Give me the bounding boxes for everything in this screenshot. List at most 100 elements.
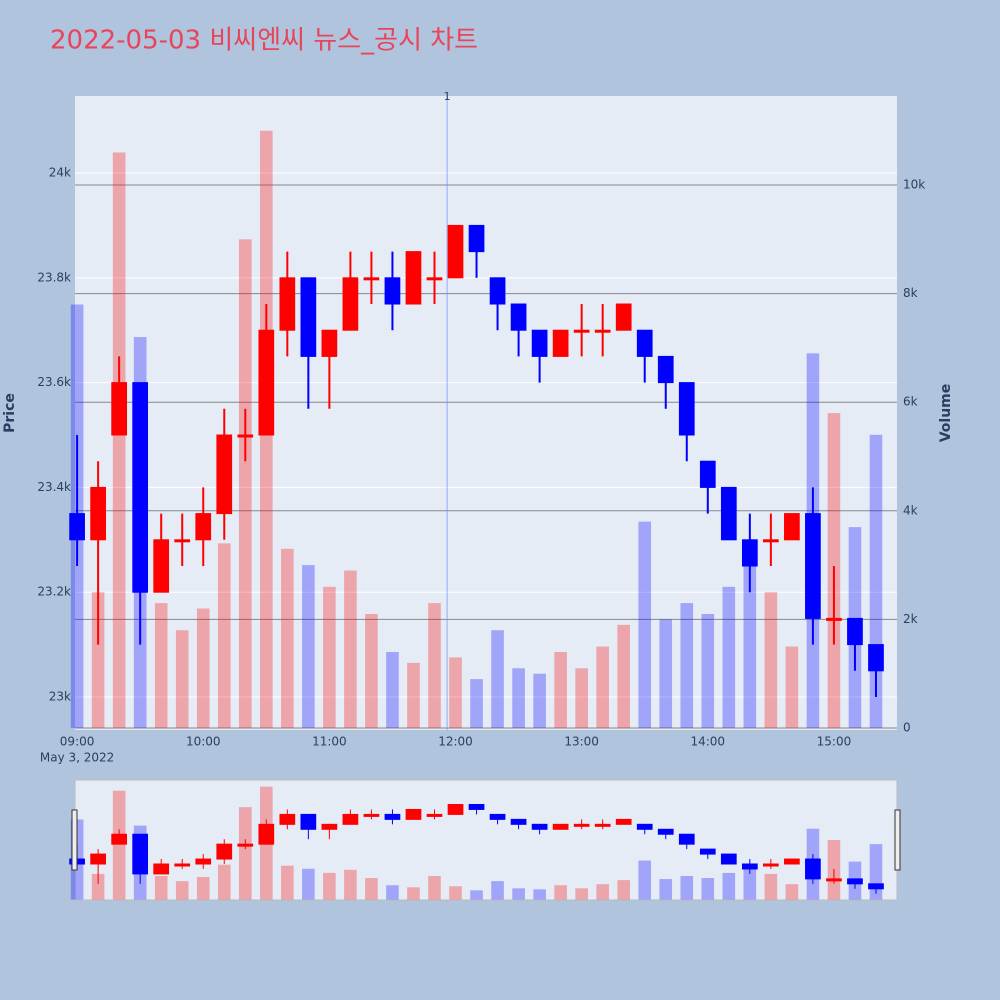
- volume-bar: [533, 889, 546, 900]
- candle-body: [258, 329, 275, 436]
- candle-body: [195, 858, 212, 865]
- candle-body: [363, 277, 380, 281]
- candle-body: [594, 329, 611, 333]
- volume-bar: [91, 873, 105, 900]
- candle-body: [699, 460, 716, 488]
- candle-body: [300, 277, 317, 357]
- volume-bar: [281, 865, 294, 900]
- y-tick-label: 23k: [49, 689, 71, 703]
- candle-body: [531, 329, 548, 357]
- x-tick-label: 09:00: [60, 735, 95, 749]
- candle-body: [153, 863, 170, 875]
- y-tick-label: 23.4k: [37, 480, 71, 494]
- volume-bar: [238, 807, 252, 900]
- candle-body: [69, 513, 85, 541]
- volume-bar: [281, 548, 294, 728]
- volume-bar: [554, 651, 567, 728]
- range-slider[interactable]: [74, 779, 898, 901]
- y-tick-label: 23.2k: [37, 585, 71, 599]
- volume-bar: [554, 885, 567, 900]
- volume-bar: [575, 888, 588, 900]
- volume-bar: [722, 872, 736, 900]
- candle-body: [531, 823, 548, 830]
- candle-body: [826, 617, 842, 621]
- volume-bar: [112, 152, 126, 728]
- candle-body: [174, 539, 191, 543]
- candle-body: [741, 539, 758, 567]
- volume-bar: [154, 875, 168, 900]
- range-handle[interactable]: [894, 809, 901, 871]
- candle-body: [426, 277, 443, 281]
- candle-body: [868, 644, 884, 672]
- volume-bar: [386, 651, 399, 728]
- candle-body: [657, 828, 674, 835]
- candle-body: [447, 803, 464, 815]
- volume-bar: [449, 886, 462, 900]
- candle-body: [573, 823, 590, 827]
- y-tick-label: 24k: [49, 166, 71, 180]
- candle-body: [741, 863, 758, 870]
- candle-body: [279, 813, 296, 825]
- volume-bar: [575, 668, 588, 728]
- candle-body: [216, 434, 233, 515]
- candle-body: [847, 878, 863, 885]
- candle-body: [636, 823, 653, 830]
- x-tick-label: 11:00: [312, 735, 347, 749]
- volume-bar: [785, 646, 799, 728]
- y2-tick-label: 4k: [903, 503, 918, 517]
- range-handle[interactable]: [71, 809, 78, 871]
- volume-bar: [365, 878, 378, 900]
- volume-bar: [302, 565, 315, 728]
- y2-tick-label: 2k: [903, 612, 918, 626]
- candle-body: [510, 303, 527, 331]
- y2-tick-label: 10k: [903, 178, 925, 192]
- volume-bar: [617, 880, 631, 900]
- candle-body: [552, 329, 569, 357]
- candle-body: [847, 617, 863, 646]
- volume-bar: [659, 619, 673, 728]
- candle-body: [720, 853, 737, 865]
- volume-bar: [175, 630, 189, 728]
- y-tick-label: 23.6k: [37, 375, 71, 389]
- volume-bar: [407, 662, 420, 728]
- candle-body: [615, 818, 632, 825]
- volume-bar: [680, 603, 694, 728]
- candle-body: [384, 813, 401, 820]
- volume-bar: [785, 884, 799, 900]
- candle-body: [826, 878, 842, 882]
- volume-bar: [638, 860, 652, 900]
- volume-bar: [701, 613, 715, 728]
- volume-bar: [217, 864, 231, 900]
- candle-body: [447, 224, 464, 279]
- candle-body: [763, 863, 779, 867]
- candle-body: [468, 803, 485, 810]
- volume-bar: [323, 872, 336, 900]
- candle-body: [195, 513, 212, 541]
- y-tick-label: 23.8k: [37, 270, 71, 284]
- volume-bar: [112, 790, 126, 900]
- volume-bar: [680, 875, 694, 900]
- candle-body: [636, 329, 653, 357]
- volume-bar: [407, 887, 420, 900]
- annotation-text: 1: [444, 90, 451, 103]
- x-tick-label: 12:00: [438, 735, 473, 749]
- candle-body: [784, 513, 800, 541]
- y-axis-title: Price: [2, 393, 18, 433]
- volume-bar: [491, 630, 504, 728]
- x-tick-label: 10:00: [186, 735, 221, 749]
- candle-body: [279, 277, 296, 331]
- candle-body: [90, 853, 106, 865]
- volume-bar: [238, 239, 252, 728]
- x-tick-label: 15:00: [817, 735, 852, 749]
- candle-body: [132, 382, 149, 593]
- volume-bar: [596, 884, 609, 900]
- volume-bar: [701, 878, 715, 900]
- y2-axis-title: Volume: [938, 384, 954, 443]
- volume-bar: [764, 592, 778, 728]
- volume-bar: [638, 521, 652, 728]
- candle-body: [678, 382, 695, 436]
- volume-bar: [196, 877, 210, 900]
- volume-bar: [365, 613, 378, 728]
- volume-bar: [512, 888, 525, 900]
